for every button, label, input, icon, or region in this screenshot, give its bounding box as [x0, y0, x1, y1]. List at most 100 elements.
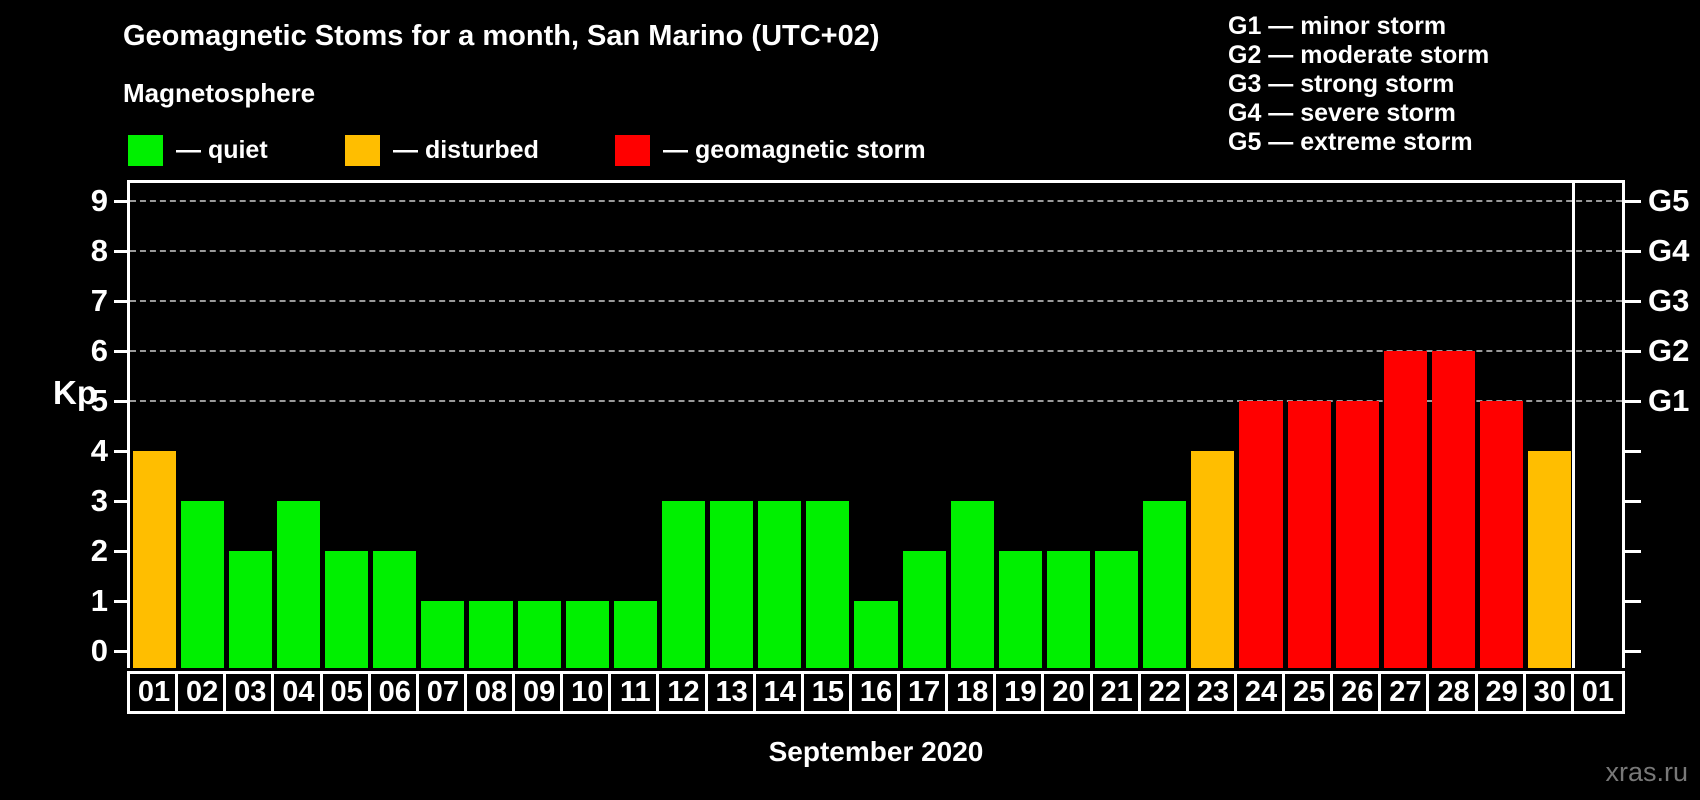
y-axis-label-2: 2 — [90, 533, 108, 568]
legend-item-storm: — geomagnetic storm — [615, 133, 926, 167]
plot-inner — [130, 183, 1622, 668]
day-cell-5: 06 — [367, 671, 419, 714]
bar-day-14 — [758, 501, 802, 668]
day-cell-19: 20 — [1041, 671, 1093, 714]
g-scale-line-g5: G5 — extreme storm — [1228, 128, 1473, 156]
gridline-kp-5 — [130, 400, 1622, 402]
legend-label-storm: — geomagnetic storm — [663, 135, 926, 164]
g-scale-line-g3: G3 — strong storm — [1228, 70, 1455, 98]
day-cell-6: 07 — [415, 671, 467, 714]
storm-color-swatch — [615, 134, 650, 166]
y-axis-title: Kp — [53, 374, 97, 411]
x-axis-day-row: 01 02 03 04 05 06 07 08 09 10 11 12 13 14 15 16 17 18 19 20… — [127, 671, 1625, 714]
g-scale-line-g2: G2 — moderate storm — [1228, 41, 1490, 69]
day-cell-30: 01 — [1570, 671, 1625, 714]
g-scale-line-g1: G1 — minor storm — [1228, 12, 1447, 40]
g-axis-label-g5: G5 — [1648, 183, 1690, 218]
y-axis-tick-right-6 — [1625, 349, 1641, 353]
chart-title: Geomagnetic Stoms for a month, San Marin… — [123, 20, 880, 52]
watermark: xras.ru — [1605, 757, 1688, 787]
bar-day-02 — [180, 501, 224, 668]
y-axis-tick-right-5 — [1625, 399, 1641, 403]
day-cell-15: 16 — [848, 671, 901, 714]
gridline-kp-8 — [130, 250, 1622, 252]
day-cell-29: 30 — [1522, 671, 1574, 714]
bar-day-15 — [806, 501, 850, 668]
y-axis-label-6: 6 — [90, 333, 108, 368]
day-cell-28: 29 — [1474, 671, 1526, 714]
g-axis-label-g3: G3 — [1648, 283, 1690, 318]
bar-day-13 — [710, 501, 754, 668]
bar-day-04 — [276, 501, 320, 668]
day-cell-27: 28 — [1426, 671, 1478, 714]
bar-day-01 — [132, 451, 176, 668]
bar-day-12 — [661, 501, 706, 668]
g-scale-line-g4: G4 — severe storm — [1228, 99, 1456, 127]
bar-day-29 — [1480, 401, 1524, 668]
y-axis-label-8: 8 — [90, 233, 108, 268]
gridline-kp-9 — [130, 200, 1622, 202]
bar-day-11 — [613, 601, 657, 668]
y-axis-tick-right-3 — [1625, 499, 1641, 503]
bar-day-05 — [325, 551, 369, 668]
y-axis-label-1: 1 — [90, 583, 108, 618]
bar-day-18 — [950, 501, 994, 668]
gridline-kp-7 — [130, 300, 1622, 302]
gridline-kp-6 — [130, 350, 1622, 352]
bar-day-10 — [565, 601, 609, 668]
bar-day-19 — [998, 551, 1042, 668]
day-cell-7: 08 — [463, 671, 516, 714]
day-cell-10: 11 — [608, 671, 660, 714]
bar-day-09 — [517, 601, 561, 668]
day-cell-24: 25 — [1282, 671, 1334, 714]
bar-day-23 — [1191, 451, 1235, 668]
bar-day-20 — [1046, 551, 1091, 668]
legend-label-disturbed: — disturbed — [393, 135, 539, 164]
y-axis-tick-right-7 — [1625, 299, 1641, 303]
bar-day-24 — [1239, 401, 1283, 668]
day-cell-4: 05 — [319, 671, 371, 714]
y-axis-label-9: 9 — [90, 183, 108, 218]
bar-day-27 — [1383, 351, 1427, 668]
bar-day-17 — [902, 551, 946, 668]
legend-item-quiet: — quiet — [128, 133, 268, 167]
plot-area — [127, 180, 1625, 668]
y-axis-label-0: 0 — [90, 633, 108, 668]
day-cell-25: 26 — [1330, 671, 1382, 714]
legend-label-quiet: — quiet — [176, 135, 268, 164]
day-cell-22: 23 — [1185, 671, 1237, 714]
next-month-separator — [1572, 183, 1576, 668]
y-axis-tick-right-0 — [1625, 649, 1641, 653]
bar-day-06 — [373, 551, 417, 668]
day-cell-17: 18 — [945, 671, 997, 714]
day-cell-13: 14 — [752, 671, 804, 714]
g-axis-label-g1: G1 — [1648, 383, 1690, 418]
g-scale-legend: G1 — minor storm G2 — moderate storm G3 … — [1228, 12, 1489, 157]
day-cell-11: 12 — [656, 671, 708, 714]
x-axis-title: September 2020 — [768, 736, 984, 767]
bar-day-16 — [854, 601, 898, 668]
y-axis-tick-right-2 — [1625, 549, 1641, 553]
day-cell-9: 10 — [560, 671, 612, 714]
day-cell-2: 03 — [223, 671, 275, 714]
bar-day-03 — [228, 551, 272, 668]
quiet-color-swatch — [128, 134, 163, 166]
y-axis-tick-right-8 — [1625, 249, 1641, 253]
bar-day-25 — [1287, 401, 1331, 668]
y-axis-label-7: 7 — [90, 283, 108, 318]
y-axis-label-4: 4 — [90, 433, 108, 468]
chart-subtitle: Magnetosphere — [123, 78, 316, 108]
bar-day-22 — [1143, 501, 1187, 668]
day-cell-23: 24 — [1233, 671, 1286, 714]
day-cell-3: 04 — [271, 671, 323, 714]
y-axis-tick-right-4 — [1625, 449, 1641, 453]
bar-day-21 — [1095, 551, 1139, 668]
bar-day-30 — [1528, 451, 1572, 668]
g-axis-label-g4: G4 — [1648, 233, 1690, 268]
day-cell-1: 02 — [175, 671, 227, 714]
bar-day-07 — [421, 601, 465, 668]
bar-day-28 — [1431, 351, 1476, 668]
bar-day-08 — [469, 601, 513, 668]
legend-item-disturbed: — disturbed — [345, 133, 539, 167]
